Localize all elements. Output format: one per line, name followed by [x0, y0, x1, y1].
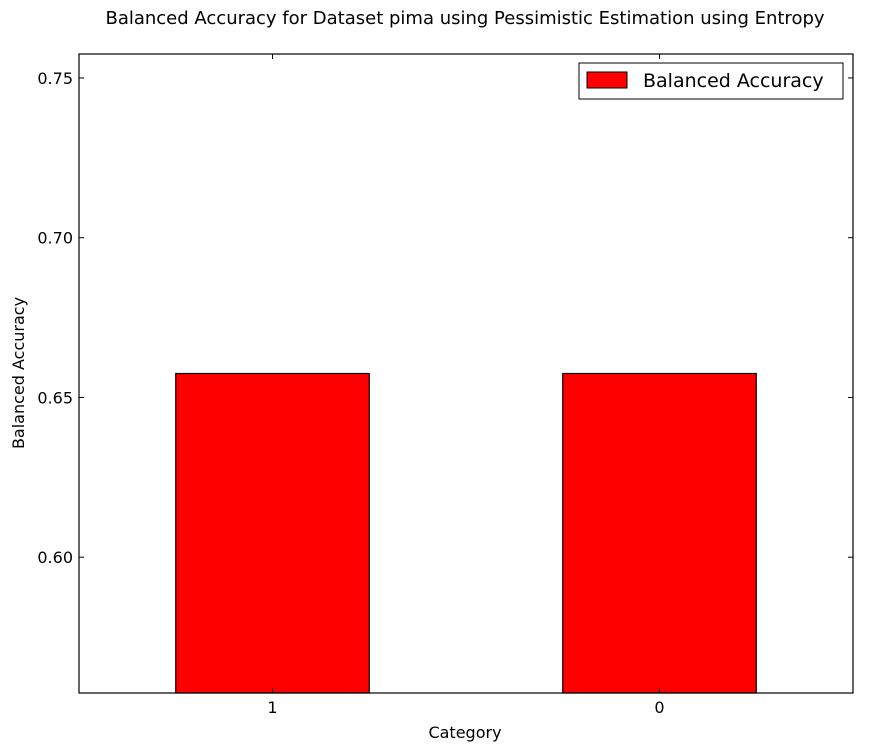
x-tick-label: 1	[267, 698, 277, 717]
bars-group	[175, 372, 757, 694]
plot-frame	[78, 53, 854, 694]
y-tick-label: 0.65	[37, 388, 73, 407]
legend-label: Balanced Accuracy	[643, 70, 824, 92]
bar-0	[562, 372, 757, 694]
y-tick-label: 0.75	[37, 69, 73, 88]
x-tick-label: 0	[654, 698, 664, 717]
legend-swatch	[586, 71, 628, 89]
bar-1	[175, 372, 370, 694]
y-tick-label: 0.60	[37, 548, 73, 567]
chart-title: Balanced Accuracy for Dataset pima using…	[105, 8, 824, 29]
y-ticks-group: 0.60 0.65 0.70 0.75	[37, 69, 853, 567]
y-axis-label: Balanced Accuracy	[9, 297, 28, 449]
legend: Balanced Accuracy	[578, 62, 844, 100]
y-tick-label: 0.70	[37, 229, 73, 248]
x-axis-label: Category	[428, 723, 501, 742]
